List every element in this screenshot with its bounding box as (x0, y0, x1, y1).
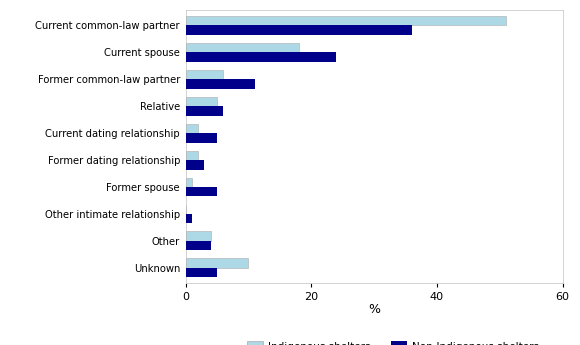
Bar (186, 187, 217, 196)
Bar (186, 106, 223, 116)
Bar (186, 258, 248, 268)
Bar (186, 178, 192, 187)
X-axis label: %: % (368, 303, 380, 316)
Bar (186, 79, 255, 89)
Bar (186, 268, 217, 277)
Bar (186, 124, 198, 133)
Bar (186, 16, 506, 26)
Bar (186, 151, 198, 160)
Bar (186, 97, 217, 106)
Bar (186, 160, 204, 169)
Bar (186, 231, 211, 241)
Bar (186, 241, 211, 250)
Legend: Indigenous shelters, Non-Indigenous shelters: Indigenous shelters, Non-Indigenous shel… (243, 337, 543, 345)
Bar (186, 70, 223, 79)
Bar (186, 133, 217, 142)
Bar (186, 26, 412, 35)
Bar (186, 52, 336, 62)
Bar (186, 214, 192, 223)
Bar (186, 43, 299, 52)
